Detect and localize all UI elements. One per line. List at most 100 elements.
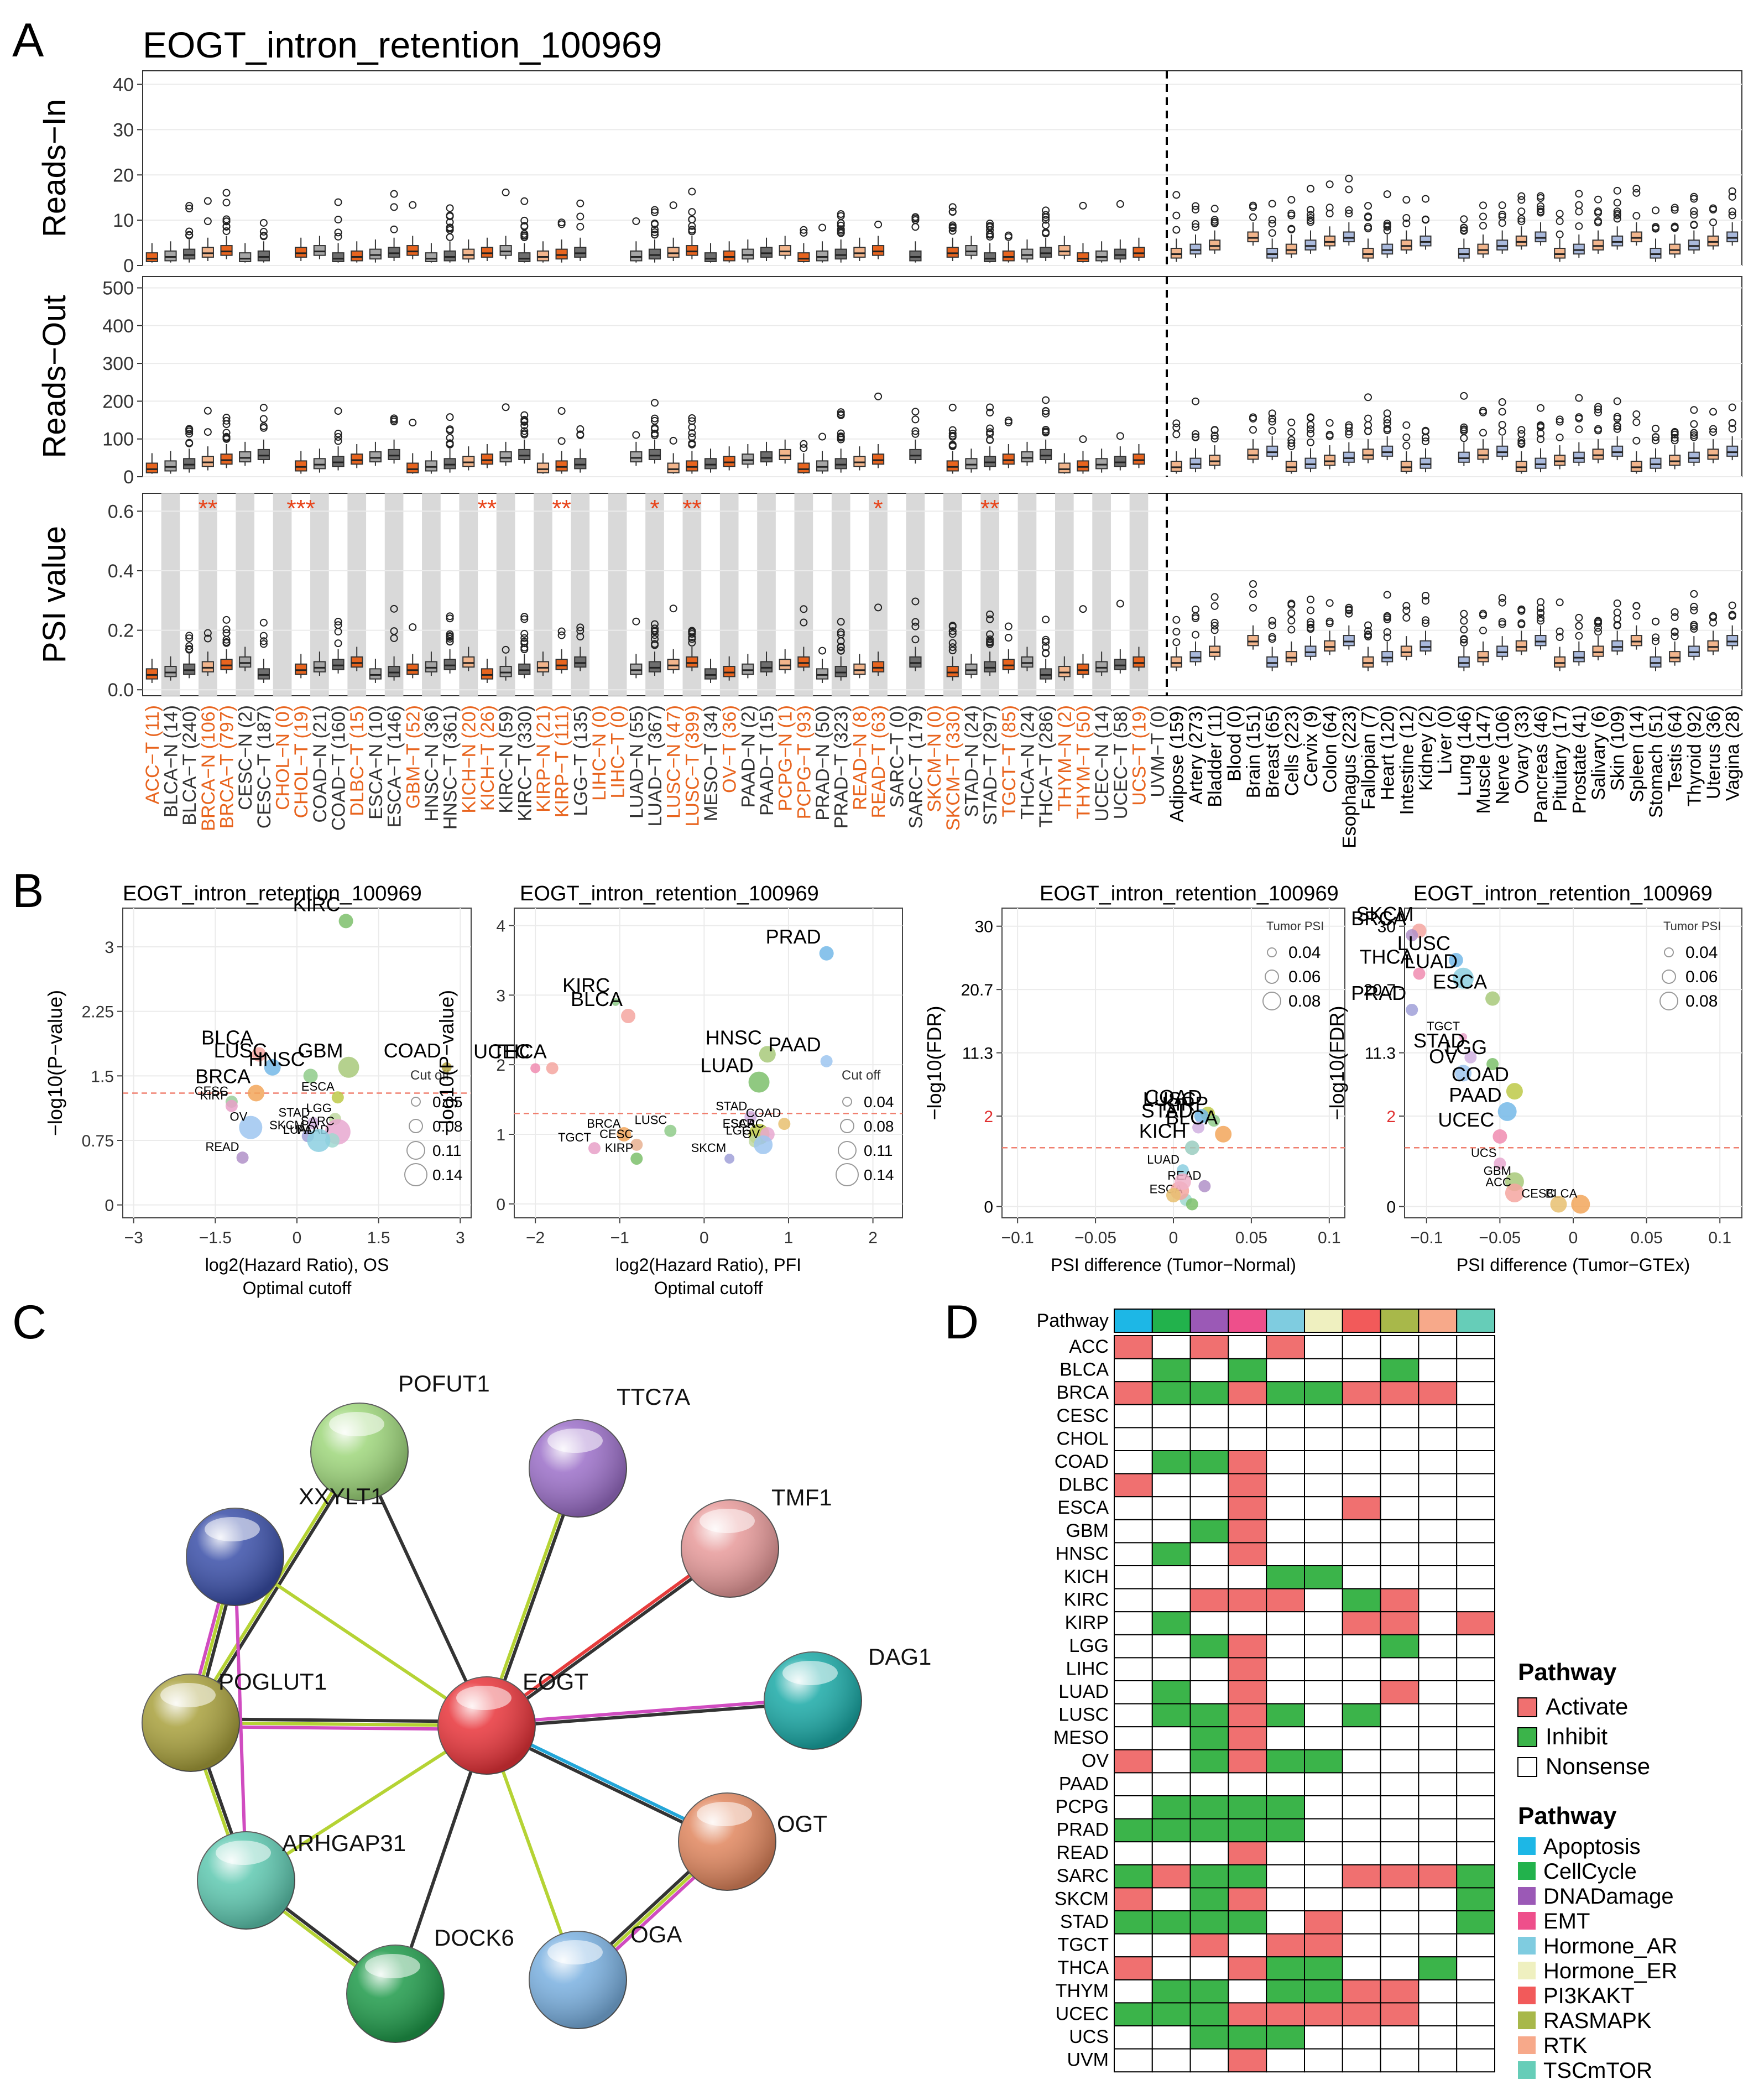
outlier (203, 629, 212, 637)
heatmap-cell (1151, 1358, 1191, 1383)
outlier (1042, 230, 1050, 238)
point-coad (778, 1118, 791, 1130)
heatmap-cell (1189, 1887, 1229, 1911)
legend-title: Tumor PSI (1663, 919, 1721, 933)
x-tick-label-tcga: LUSC−N (47) (664, 705, 685, 819)
outlier (1594, 426, 1602, 435)
heatmap-cell (1228, 1634, 1267, 1659)
network-edge (358, 1451, 488, 1727)
x-tick-label-tcga: DLBC−T (15) (347, 705, 368, 816)
box-reads_in (313, 245, 326, 256)
heatmap-cell (1114, 1542, 1153, 1566)
box-reads_in (909, 250, 922, 262)
box-psi (536, 661, 550, 673)
box-reads_in (332, 252, 345, 262)
heatmap-cell (1456, 1335, 1495, 1359)
box-reads_out (630, 451, 643, 463)
box-gtex-psi (1496, 645, 1509, 657)
outlier (520, 615, 529, 623)
x-tick-label: −2 (526, 1229, 545, 1247)
box-reads_out (332, 456, 345, 467)
box-reads_out (834, 458, 847, 470)
x-tick-label: 2 (868, 1229, 878, 1247)
point-ov (1455, 1065, 1472, 1082)
point-kirp (630, 1153, 643, 1165)
x-tick-label-tcga: SKCM−N (0) (924, 705, 945, 812)
heatmap-row-label: UVM (1067, 2050, 1109, 2071)
box-gtex-reads_in (1285, 243, 1297, 255)
heatmap-cell (1304, 1795, 1343, 1820)
heatmap-cell (1189, 1381, 1229, 1405)
box-reads_in (425, 252, 438, 262)
point-label: UCEC (473, 1040, 530, 1062)
outlier (334, 432, 342, 441)
outlier (1537, 421, 1544, 429)
point-label: LUSC (635, 1113, 667, 1127)
heatmap-cell (1304, 2048, 1343, 2073)
outlier (1498, 201, 1506, 210)
outlier (1287, 626, 1296, 634)
outlier (1192, 430, 1199, 438)
outlier (1402, 213, 1411, 222)
panel-label-a: A (12, 14, 44, 67)
box-gtex-psi (1285, 651, 1297, 663)
outlier (1345, 174, 1353, 183)
box-reads_in (164, 250, 177, 262)
outlier (1383, 426, 1391, 435)
heatmap-cell (1304, 1634, 1343, 1659)
outlier (1594, 218, 1602, 227)
outlier (390, 190, 398, 198)
outlier (557, 437, 566, 445)
outlier (688, 222, 696, 230)
outlier (1249, 580, 1257, 588)
point-label: LUSC (1397, 932, 1450, 955)
point-label: KIRP (200, 1088, 228, 1102)
outlier (1671, 434, 1679, 442)
heatmap-row-label: BRCA (1057, 1382, 1109, 1403)
heatmap-cell (1418, 1703, 1458, 1728)
heatmap-cell (1418, 1726, 1458, 1750)
heatmap-cell (1342, 2025, 1381, 2050)
x-tick-label-gtex: Salivary (6) (1588, 705, 1609, 800)
outlier (1042, 635, 1050, 644)
x-tick-label-gtex: Liver (0) (1435, 705, 1456, 774)
outlier (259, 422, 268, 430)
outlier (1210, 426, 1219, 434)
significance-stars: ** (552, 495, 571, 522)
heatmap-cell (1418, 1358, 1458, 1383)
box-reads_in (369, 248, 382, 260)
outlier (1479, 429, 1487, 437)
heatmap-cell (1380, 1565, 1419, 1589)
outlier (203, 428, 212, 436)
box-reads_out (1002, 454, 1015, 465)
point-hnsc (759, 1046, 776, 1063)
heatmap-cell (1456, 1450, 1495, 1474)
heatmap-cell (1266, 1611, 1305, 1635)
outlier (1287, 609, 1296, 617)
box-psi (1040, 668, 1052, 680)
heatmap-cell (1456, 2048, 1495, 2073)
heatmap-row-label: UCS (1069, 2026, 1109, 2047)
heatmap-cell (1114, 1772, 1153, 1796)
outlier (818, 647, 827, 655)
heatmap-cell (1114, 1933, 1153, 1958)
heatmap-cell (1266, 1358, 1305, 1383)
outlier (632, 617, 640, 626)
pathway-header-pi3kakt (1342, 1309, 1381, 1333)
heatmap-cell (1189, 1519, 1229, 1544)
outlier (259, 218, 268, 227)
heatmap-cell (1114, 2048, 1153, 2073)
point-unlabeled (1174, 1173, 1191, 1190)
heatmap-cell (1342, 1956, 1381, 1980)
box-reads_in (704, 252, 717, 262)
legend-pathway-swatch (1518, 1937, 1536, 1955)
outlier (1210, 622, 1219, 630)
outlier (986, 222, 994, 230)
y-tick-label: 0.2 (108, 621, 134, 642)
outlier (203, 406, 212, 415)
outlier (837, 618, 845, 626)
outlier (1364, 225, 1372, 233)
heatmap-cell (1151, 1841, 1191, 1865)
box-reads_in (201, 247, 214, 258)
pathway-header-emt (1228, 1309, 1267, 1333)
